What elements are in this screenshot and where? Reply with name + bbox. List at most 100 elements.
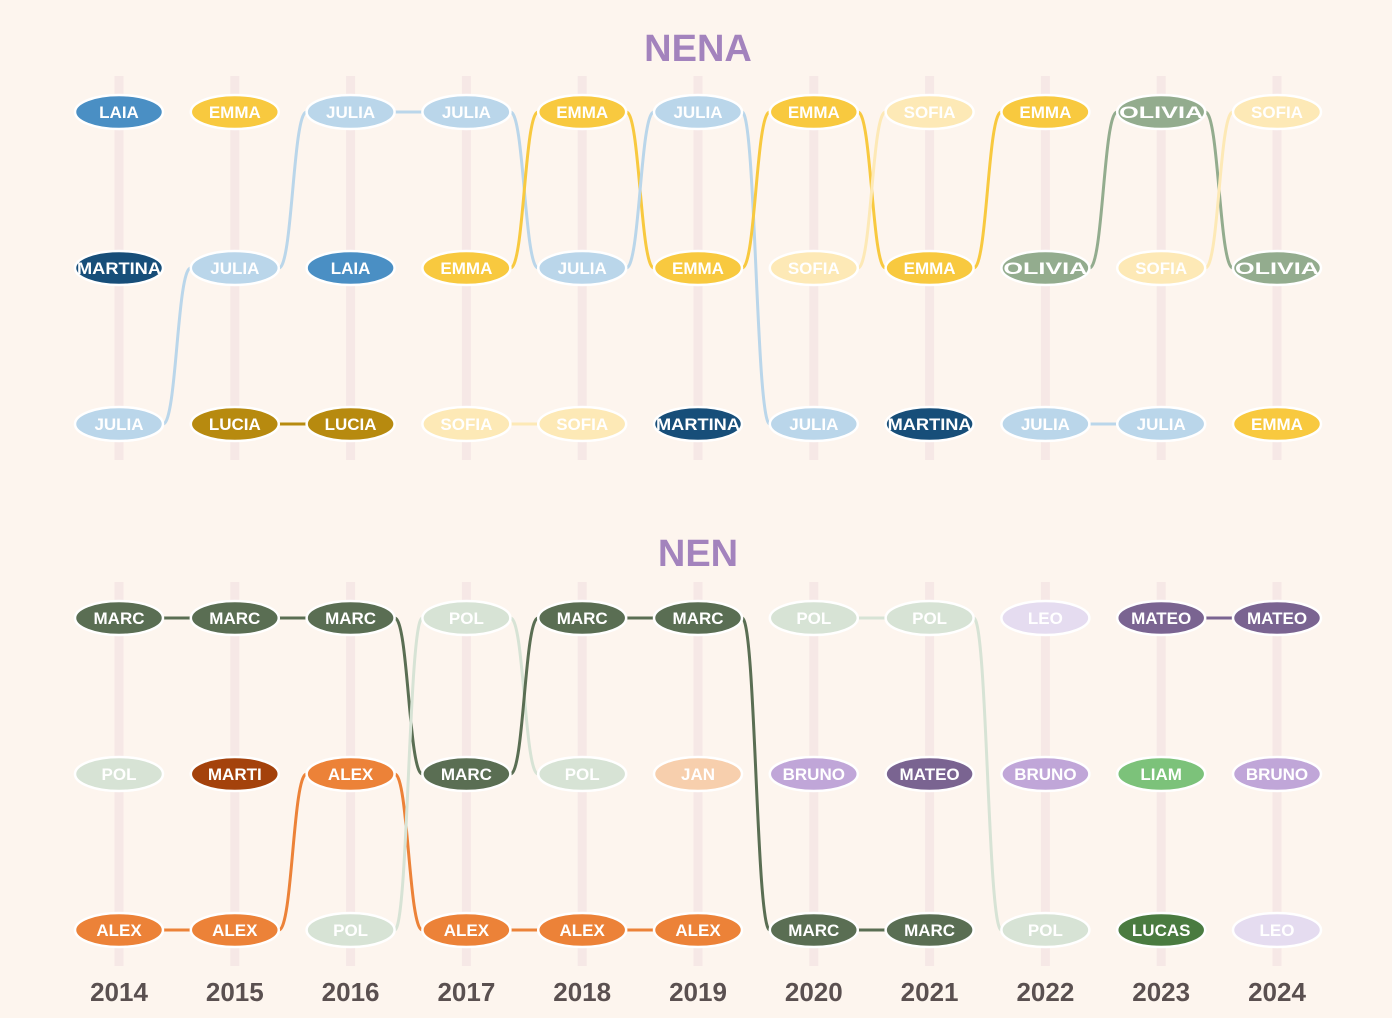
name-pill-emma: EMMA [768, 93, 860, 131]
pill-shape [1231, 249, 1323, 287]
pill-label: LIAM [1140, 765, 1182, 784]
pill-shape [421, 755, 512, 793]
connector-olivia [1087, 110, 1119, 270]
connector-marc [508, 616, 540, 776]
year-label: 2022 [1016, 977, 1074, 1007]
pill-label: MATEO [900, 765, 960, 784]
pill-shape [1231, 911, 1323, 949]
pill-label: MARTINA [656, 415, 740, 434]
pill-shape [305, 93, 396, 131]
pill-label: LAIA [99, 103, 139, 122]
pill-shape [421, 93, 512, 131]
pill-label: SOFIA [1135, 259, 1187, 278]
pill-shape [652, 599, 744, 637]
pill-shape [1115, 93, 1207, 131]
pill-label: POL [565, 765, 600, 784]
pill-shape [536, 249, 628, 287]
name-pill-lucia: LUCIA [189, 405, 281, 443]
name-pill-marc: MARC [652, 599, 744, 637]
year-label: 2016 [322, 977, 380, 1007]
pill-shape [73, 755, 165, 793]
pill-label: MARC [788, 921, 839, 940]
pill-label: MARC [441, 765, 492, 784]
name-pill-martina: MARTINA [884, 405, 975, 443]
name-pill-pol: POL [73, 755, 165, 793]
pill-shape [189, 599, 281, 637]
name-pill-julia: JULIA [652, 93, 744, 131]
pill-label: POL [449, 609, 484, 628]
pill-shape [884, 599, 975, 637]
connector-pol [972, 616, 1003, 932]
pill-shape [768, 599, 860, 637]
pill-label: JULIA [1137, 415, 1186, 434]
pill-shape [884, 249, 975, 287]
pill-shape [768, 911, 860, 949]
pill-shape [1231, 93, 1323, 131]
pill-label: JULIA [558, 259, 607, 278]
pill-shape [1231, 599, 1323, 637]
pill-shape [1000, 249, 1091, 287]
year-label: 2020 [785, 977, 843, 1007]
name-pill-marti: MARTI [189, 755, 281, 793]
name-pill-sofia: SOFIA [768, 249, 860, 287]
pill-label: JULIA [673, 103, 722, 122]
name-pill-olivia: OLIVIA [1000, 249, 1091, 287]
connectors [161, 110, 1235, 426]
pill-label: MATEO [1131, 609, 1191, 628]
name-pill-mateo: MATEO [1115, 599, 1207, 637]
pill-label: LEO [1260, 921, 1295, 940]
year-label: 2021 [901, 977, 959, 1007]
name-pill-emma: EMMA [1231, 405, 1323, 443]
name-pill-marc: MARC [421, 755, 512, 793]
pill-label: POL [1028, 921, 1063, 940]
connector-julia [740, 110, 772, 426]
year-label: 2024 [1248, 977, 1306, 1007]
name-pill-marc: MARC [189, 599, 281, 637]
pill-shape [536, 911, 628, 949]
pill-label: POL [102, 765, 137, 784]
pill-shape [536, 405, 628, 443]
pill-label: POL [333, 921, 368, 940]
pill-shape [768, 249, 860, 287]
name-pill-bruno: BRUNO [1231, 755, 1323, 793]
name-pill-bruno: BRUNO [1000, 755, 1091, 793]
pill-shape [1231, 755, 1323, 793]
pill-shape [884, 93, 975, 131]
pill-label: OLIVIA [1003, 259, 1087, 278]
pill-label: EMMA [672, 259, 724, 278]
pill-label: ALEX [328, 765, 374, 784]
connectors [163, 616, 1233, 932]
pill-label: LUCAS [1132, 921, 1191, 940]
name-pill-leo: LEO [1231, 911, 1323, 949]
pill-label: JULIA [210, 259, 259, 278]
connector-emma [972, 110, 1003, 270]
connector-emma [508, 110, 540, 270]
pill-label: OLIVIA [1119, 103, 1203, 122]
panel-title: NENA [644, 28, 752, 70]
pill-shape [1115, 911, 1207, 949]
name-pill-marc: MARC [305, 599, 396, 637]
pill-label: LAIA [331, 259, 371, 278]
pill-label: POL [796, 609, 831, 628]
panel-nena: NENA LAIA MARTINA JULIA EMMA JULIA LUCIA JULIA L… [73, 28, 1323, 460]
pill-label: MARC [209, 609, 260, 628]
pill-shape [73, 249, 165, 287]
pill-label: SOFIA [788, 259, 840, 278]
pill-shape [189, 755, 281, 793]
pill-shape [768, 93, 860, 131]
pill-label: MARC [673, 609, 724, 628]
pill-label: ALEX [212, 921, 258, 940]
pill-label: LUCIA [209, 415, 261, 434]
pill-shape [652, 911, 744, 949]
name-pill-julia: JULIA [73, 405, 165, 443]
name-pill-emma: EMMA [189, 93, 281, 131]
name-pill-marc: MARC [768, 911, 860, 949]
pill-shape [1000, 755, 1091, 793]
name-pill-julia: JULIA [421, 93, 512, 131]
pill-label: EMMA [904, 259, 956, 278]
pill-shape [652, 755, 744, 793]
name-pill-emma: EMMA [536, 93, 628, 131]
name-pill-julia: JULIA [1000, 405, 1091, 443]
pill-shape [73, 405, 165, 443]
